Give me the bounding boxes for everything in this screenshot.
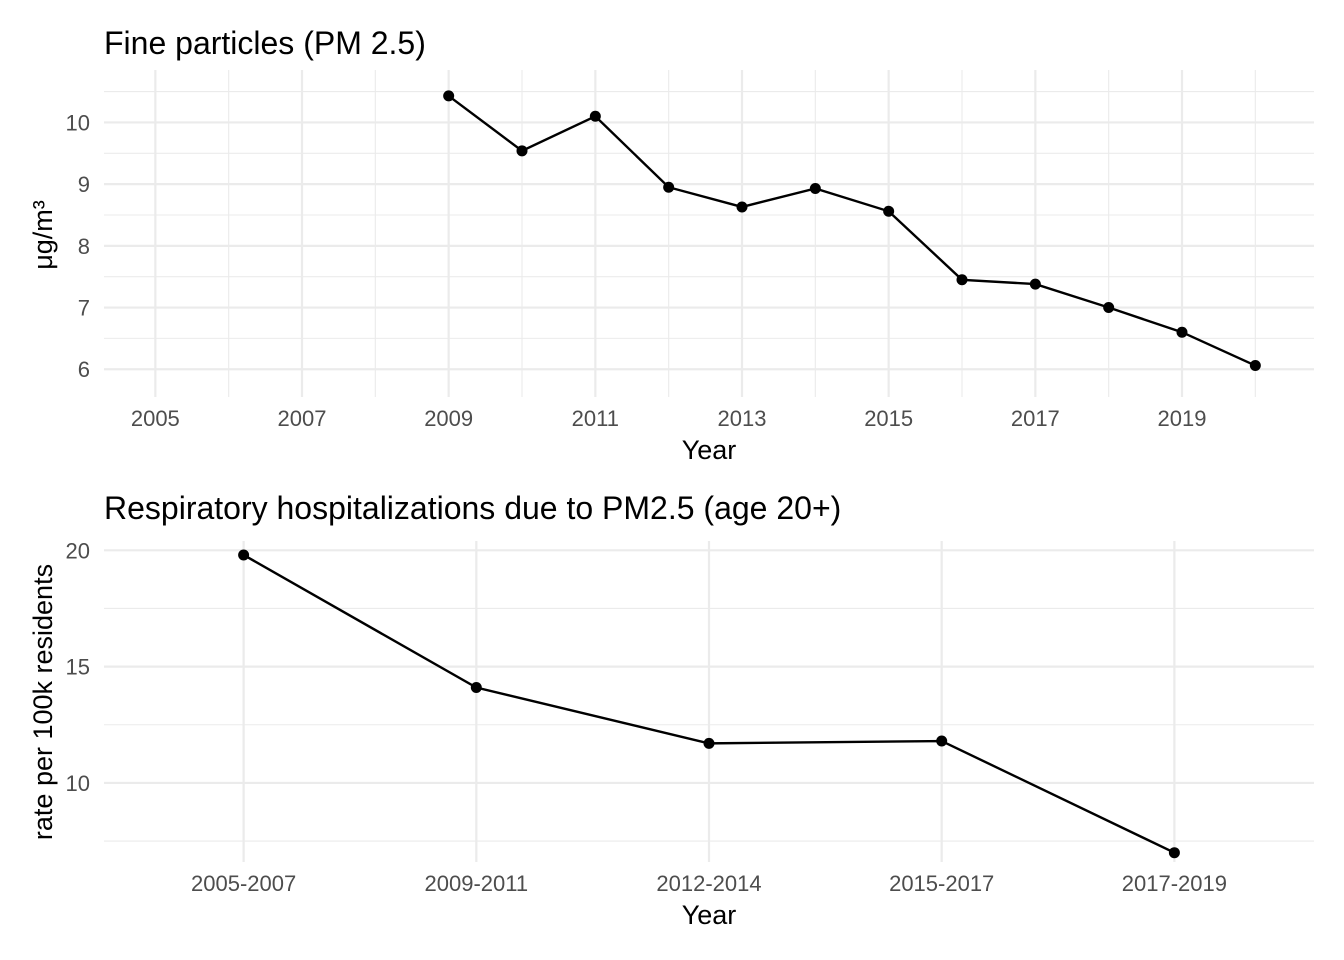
x-tick-label: 2017-2019: [1122, 871, 1227, 896]
y-tick-label: 6: [78, 357, 90, 382]
x-tick-label: 2009-2011: [425, 871, 529, 896]
pm25-chart-title: Fine particles (PM 2.5): [104, 25, 426, 61]
pm25-data-point: [1103, 302, 1115, 314]
pm25-series-line: [447, 94, 1256, 367]
x-tick-label: 2009: [424, 406, 473, 431]
x-tick-label: 2005-2007: [191, 871, 296, 896]
pm25-data-point: [443, 90, 455, 102]
y-tick-label: 15: [66, 655, 90, 680]
pm25-x-tick-labels: 2005 2007 2009 2011 2013 2015 2017 2019: [131, 406, 1207, 431]
pm25-data-point: [1176, 326, 1188, 338]
y-tick-label: 7: [78, 296, 90, 321]
pm25-data-point: [516, 145, 528, 157]
x-tick-label: 2012-2014: [656, 871, 761, 896]
y-tick-label: 10: [66, 110, 90, 135]
pm25-data-point: [883, 205, 895, 217]
hospitalizations-data-point: [703, 737, 715, 749]
pm25-panel: Fine particles (PM 2.5) 2005 2007 2009 2011…: [28, 25, 1314, 465]
pm25-gridlines: [104, 70, 1314, 397]
pm25-data-point: [1029, 278, 1041, 290]
hospitalizations-chart-title: Respiratory hospitalizations due to PM2.…: [104, 490, 841, 526]
x-tick-label: 2017: [1011, 406, 1060, 431]
hospitalizations-gridlines: [104, 541, 1314, 862]
pm25-data-point: [663, 181, 675, 193]
y-tick-label: 8: [78, 234, 90, 259]
y-tick-label: 9: [78, 172, 90, 197]
hospitalizations-data-point: [1168, 847, 1180, 859]
x-tick-label: 2005: [131, 406, 180, 431]
x-tick-label: 2019: [1158, 406, 1207, 431]
y-tick-label: 20: [66, 538, 90, 563]
x-tick-label: 2015: [864, 406, 913, 431]
pm25-x-axis-label: Year: [682, 435, 737, 465]
pm25-data-point: [589, 110, 601, 122]
hospitalizations-x-axis-label: Year: [682, 900, 737, 930]
x-tick-label: 2013: [718, 406, 767, 431]
hospitalizations-data-point: [470, 682, 482, 694]
hospitalizations-panel: Respiratory hospitalizations due to PM2.…: [28, 490, 1314, 930]
hospitalizations-y-tick-labels: 10 15 20: [66, 538, 90, 796]
pm25-data-point: [736, 201, 748, 213]
pm25-y-axis-label: μg/m³: [28, 200, 58, 270]
hospitalizations-data-point: [936, 735, 948, 747]
pm25-data-point: [956, 274, 968, 286]
hospitalizations-series: [238, 549, 1180, 859]
hospitalizations-y-axis-label: rate per 100k residents: [28, 564, 58, 840]
hospitalizations-x-tick-labels: 2005-2007 2009-2011 2012-2014 2015-2017 2017…: [191, 871, 1227, 896]
y-tick-label: 10: [66, 771, 90, 796]
x-tick-label: 2011: [572, 406, 619, 431]
hospitalizations-data-point: [238, 549, 250, 561]
pm25-data-point: [1249, 360, 1261, 372]
x-tick-label: 2015-2017: [889, 871, 994, 896]
pm25-series: [443, 90, 1261, 372]
x-tick-label: 2007: [278, 406, 327, 431]
pm25-data-point: [809, 182, 821, 194]
pm25-y-tick-labels: 6 7 8 9 10: [66, 110, 90, 382]
